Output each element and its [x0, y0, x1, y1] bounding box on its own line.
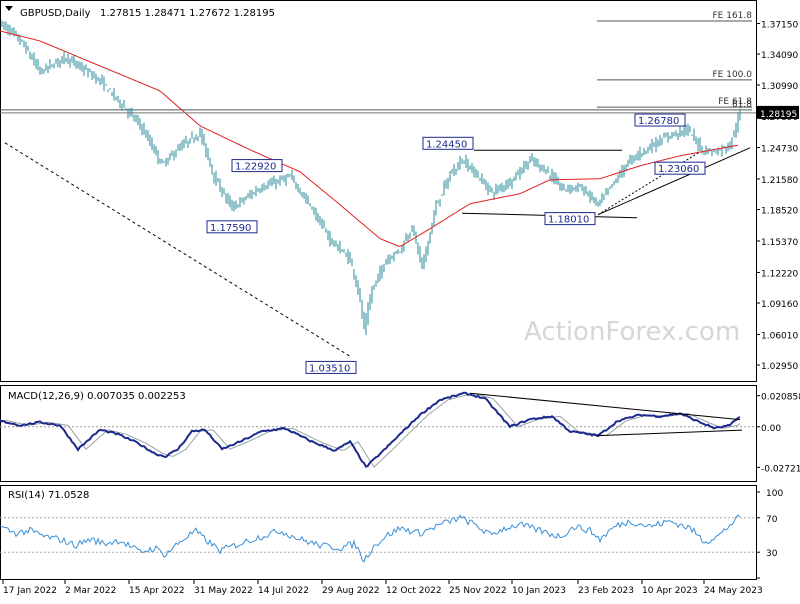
current-price-label: 1.28195 — [760, 110, 797, 120]
y-tick-label: 1.09160 — [761, 300, 798, 310]
macd-tick-label: 0.020858 — [761, 393, 800, 403]
fib-label: FE 100.0 — [713, 70, 753, 80]
collapse-arrow-icon[interactable] — [5, 6, 13, 11]
price-label-box — [231, 159, 283, 173]
y-tick-label: 1.15370 — [761, 238, 798, 248]
rsi-tick-label: 70 — [766, 515, 778, 525]
y-tick-label: 1.06010 — [761, 331, 798, 341]
y-tick-label: 1.24730 — [761, 145, 798, 155]
price-label-box — [422, 136, 474, 150]
rsi-title: RSI(14) 71.0528 — [8, 490, 89, 501]
price-label: 1.23060 — [658, 164, 699, 175]
y-tick-label: 1.37150 — [761, 20, 798, 30]
price-label-box — [206, 220, 258, 234]
rsi-layer — [0, 514, 756, 564]
macd-signal-line — [0, 393, 741, 468]
watermark: ActionForex.com — [524, 317, 740, 347]
macd-layer — [0, 391, 756, 469]
price-label: 1.03510 — [309, 363, 350, 374]
price-label: 1.18010 — [548, 215, 589, 226]
trend-line — [597, 147, 751, 216]
x-tick-label: 24 May 2023 — [704, 586, 763, 596]
y-tick-label: 1.02950 — [761, 362, 798, 372]
price-label: 1.24450 — [426, 139, 467, 150]
rsi-line — [0, 514, 741, 564]
x-tick-label: 10 Jan 2023 — [512, 586, 566, 596]
x-tick-label: 12 Oct 2022 — [386, 586, 442, 596]
x-tick-label: 17 Jan 2022 — [3, 586, 57, 596]
macd-tick-label: 0.00 — [761, 424, 781, 434]
price-layer: FE 161.8 FE 100.0 FE 61.861.8 1.22920 1.1759… — [0, 11, 756, 374]
rsi-tick-label: 100 — [766, 489, 783, 499]
price-label-box — [544, 212, 596, 226]
y-tick-label: 1.21580 — [761, 176, 798, 186]
price-label: 1.17590 — [210, 223, 251, 234]
trend-line — [4, 142, 353, 358]
x-tick-label: 25 Nov 2022 — [449, 586, 507, 596]
price-label-box — [634, 113, 686, 127]
rsi-tick-label: 30 — [766, 549, 778, 559]
axis-layer: 1.371501.340901.309901.278901.247301.215… — [2, 20, 800, 596]
x-tick-label: 2 Mar 2022 — [65, 586, 116, 596]
x-tick-label: 10 Apr 2023 — [642, 586, 698, 596]
fib-label: FE 61.8 — [718, 97, 752, 107]
x-tick-label: 15 Apr 2022 — [129, 586, 185, 596]
x-tick-label: 23 Feb 2023 — [578, 586, 634, 596]
macd-trend-line — [595, 429, 743, 437]
macd-panel — [0, 385, 757, 482]
fib-label: FE 161.8 — [713, 11, 753, 21]
ohlc-readout: 1.27815 1.28471 1.27672 1.28195 — [100, 8, 275, 19]
price-label: 1.22920 — [235, 162, 276, 173]
price-label-box — [654, 161, 706, 175]
y-tick-label: 1.12220 — [761, 269, 798, 279]
x-tick-label: 31 May 2022 — [194, 586, 253, 596]
ema-line — [0, 30, 739, 247]
price-panel — [0, 0, 757, 382]
symbol-title: GBPUSD,Daily — [20, 8, 91, 19]
macd-tick-label: -0.027213 — [761, 464, 800, 474]
x-tick-label: 29 Aug 2022 — [322, 586, 380, 596]
price-label-box — [305, 360, 357, 374]
y-tick-label: 1.18520 — [761, 207, 798, 217]
y-tick-label: 1.30990 — [761, 82, 798, 92]
current-price-box — [757, 105, 799, 119]
x-tick-label: 14 Jul 2022 — [258, 586, 309, 596]
rsi-panel — [0, 485, 757, 580]
macd-line — [0, 391, 741, 469]
price-label: 1.26780 — [638, 116, 679, 127]
y-tick-label: 1.34090 — [761, 51, 798, 61]
macd-title: MACD(12,26,9) 0.007035 0.002253 — [8, 391, 186, 402]
fib-label: 61.8 — [732, 100, 752, 110]
macd-trend-line — [469, 392, 741, 421]
